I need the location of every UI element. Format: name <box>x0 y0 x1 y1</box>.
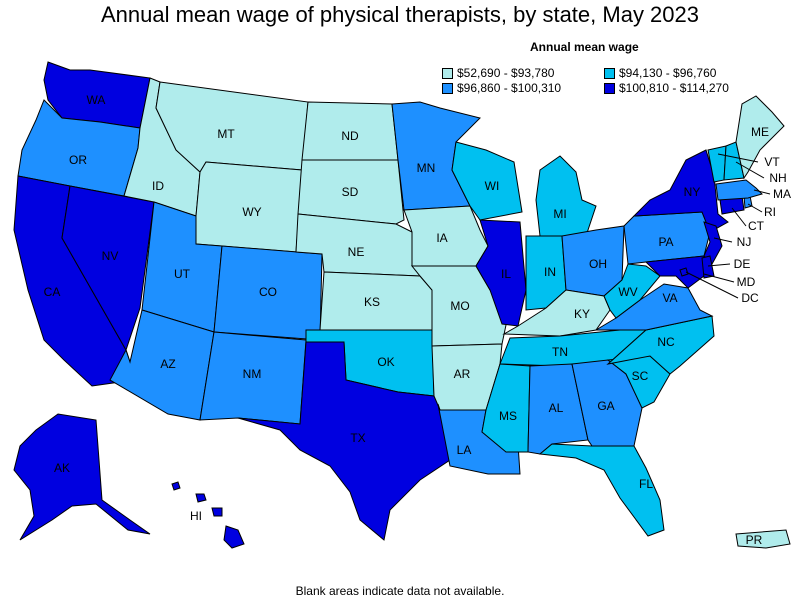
label-MO: MO <box>450 299 469 313</box>
label-IL: IL <box>501 267 511 281</box>
state-TX[interactable] <box>237 341 451 541</box>
state-labels: WA OR CA NV ID MT WY UT CO AZ NM ND SD N… <box>44 93 791 547</box>
state-MD[interactable] <box>644 255 705 289</box>
label-MD: MD <box>737 275 756 289</box>
legend-title: Annual mean wage <box>530 40 639 54</box>
state-HI-oahu <box>195 493 207 503</box>
label-MI: MI <box>553 207 566 221</box>
label-LA: LA <box>457 443 472 457</box>
label-NE: NE <box>348 245 365 259</box>
leader-lines <box>685 153 771 299</box>
label-DC: DC <box>741 291 759 305</box>
label-OH: OH <box>589 257 607 271</box>
state-MI[interactable] <box>535 155 597 237</box>
label-MT: MT <box>217 127 235 141</box>
label-WI: WI <box>485 179 500 193</box>
state-IL[interactable] <box>475 219 527 327</box>
label-PA: PA <box>658 235 673 249</box>
label-PR: PR <box>746 533 763 547</box>
state-PR[interactable] <box>735 529 791 549</box>
state-DC[interactable] <box>679 267 689 277</box>
label-SD: SD <box>342 185 359 199</box>
legend-item-4: $100,810 - $114,270 <box>604 81 729 95</box>
legend-label-4: $100,810 - $114,270 <box>619 81 729 95</box>
state-AK[interactable] <box>13 413 151 541</box>
label-AR: AR <box>454 367 471 381</box>
label-OK: OK <box>377 355 394 369</box>
state-HI[interactable] <box>223 525 245 549</box>
legend-swatch-3 <box>442 82 453 94</box>
label-NY: NY <box>684 185 701 199</box>
state-SD[interactable] <box>297 159 405 225</box>
label-MN: MN <box>417 161 436 175</box>
label-CA: CA <box>44 285 61 299</box>
label-OR: OR <box>69 153 87 167</box>
label-VA: VA <box>662 291 677 305</box>
label-ND: ND <box>341 129 359 143</box>
label-TN: TN <box>552 345 568 359</box>
label-AZ: AZ <box>160 357 175 371</box>
label-AK: AK <box>54 461 70 475</box>
label-IA: IA <box>436 231 447 245</box>
label-UT: UT <box>174 267 191 281</box>
legend-swatch-4 <box>604 82 615 94</box>
label-AL: AL <box>549 401 564 415</box>
label-NV: NV <box>102 249 119 263</box>
footnote: Blank areas indicate data not available. <box>295 584 505 598</box>
label-SC: SC <box>632 369 649 383</box>
label-GA: GA <box>597 399 614 413</box>
legend-swatch-2 <box>604 67 615 79</box>
label-NC: NC <box>657 335 675 349</box>
label-WY: WY <box>242 205 261 219</box>
label-VT: VT <box>764 155 780 169</box>
map-title: Annual mean wage of physical therapists,… <box>100 2 699 27</box>
label-MA: MA <box>773 187 791 201</box>
state-MA[interactable] <box>715 179 763 201</box>
legend-item-3: $96,860 - $100,310 <box>442 81 561 95</box>
state-DE[interactable] <box>701 255 715 279</box>
label-WV: WV <box>618 285 637 299</box>
state-WI[interactable] <box>451 141 523 221</box>
state-ME[interactable] <box>735 95 785 180</box>
label-ME: ME <box>751 125 769 139</box>
legend-item-2: $94,130 - $96,760 <box>604 66 716 80</box>
state-HI-maui <box>211 507 223 517</box>
label-NM: NM <box>243 367 262 381</box>
label-NH: NH <box>769 171 786 185</box>
legend-item-1: $52,690 - $93,780 <box>442 66 554 80</box>
legend-label-3: $96,860 - $100,310 <box>457 81 562 95</box>
label-FL: FL <box>639 477 653 491</box>
label-KS: KS <box>364 295 380 309</box>
label-KY: KY <box>574 307 590 321</box>
state-FL[interactable] <box>538 443 665 537</box>
legend-swatch-1 <box>442 67 453 79</box>
label-CO: CO <box>259 285 277 299</box>
label-NJ: NJ <box>737 235 752 249</box>
label-MS: MS <box>499 409 517 423</box>
legend-label-1: $52,690 - $93,780 <box>457 66 555 80</box>
legend-label-2: $94,130 - $96,760 <box>619 66 717 80</box>
label-WA: WA <box>87 93 106 107</box>
label-TX: TX <box>350 431 365 445</box>
label-RI: RI <box>764 205 776 219</box>
label-CT: CT <box>748 219 765 233</box>
state-HI-kauai <box>171 481 181 491</box>
label-IN: IN <box>544 265 556 279</box>
label-DE: DE <box>734 257 751 271</box>
label-ID: ID <box>152 179 164 193</box>
label-HI: HI <box>190 509 202 523</box>
